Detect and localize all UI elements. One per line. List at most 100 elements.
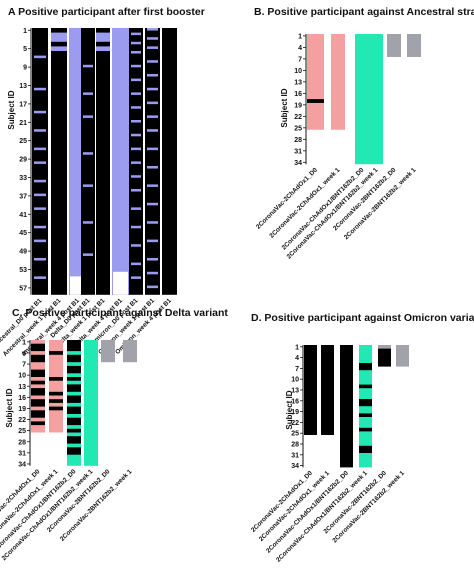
- positive-cell: [131, 175, 141, 178]
- heatmap-column-background: [51, 28, 67, 295]
- negative-cell: [49, 391, 63, 396]
- panel-c: C. Positive participant against Delta va…: [0, 307, 228, 562]
- positive-cell: [34, 239, 46, 243]
- positive-cell: [147, 37, 158, 40]
- panel-b: B. Positive participant against Ancestra…: [254, 6, 474, 261]
- y-tick-label: 28: [294, 137, 302, 144]
- negative-cell: [67, 406, 81, 414]
- positive-cell: [131, 41, 141, 45]
- negative-cell: [31, 388, 45, 396]
- positive-cell: [131, 133, 141, 137]
- y-tick-label: 25: [19, 138, 27, 145]
- positive-cell: [34, 225, 46, 229]
- negative-cell: [31, 421, 45, 426]
- y-tick-label: 29: [19, 157, 27, 164]
- y-tick-label: 49: [19, 249, 27, 256]
- panel-title: D. Positive participant against Omicron …: [251, 312, 474, 324]
- y-tick-label: 21: [19, 120, 27, 127]
- y-tick-label: 37: [19, 193, 27, 200]
- negative-cell: [31, 369, 45, 377]
- y-tick-label: 28: [18, 439, 26, 446]
- y-tick-label: 34: [294, 160, 302, 167]
- positive-cell: [123, 340, 137, 363]
- negative-cell: [359, 384, 372, 389]
- positive-cell: [147, 115, 158, 118]
- y-tick-label: 25: [291, 431, 299, 438]
- negative-cell: [49, 399, 63, 403]
- positive-cell: [131, 225, 141, 229]
- positive-cell: [378, 345, 391, 349]
- y-tick-label: 31: [294, 148, 302, 155]
- y-tick-label: 13: [291, 388, 299, 395]
- negative-cell: [67, 436, 81, 444]
- y-tick-label: 4: [298, 45, 302, 52]
- positive-cell: [355, 34, 369, 165]
- positive-cell: [147, 28, 158, 31]
- positive-cell: [131, 161, 141, 164]
- positive-cell: [131, 189, 141, 192]
- positive-cell: [101, 340, 115, 363]
- positive-cell: [387, 34, 401, 57]
- panel-title: A Positive participant after first boost…: [8, 6, 205, 18]
- y-tick-label: 7: [22, 362, 26, 369]
- positive-cell: [83, 115, 93, 118]
- negative-cell: [359, 445, 372, 453]
- positive-cell: [147, 166, 158, 169]
- positive-cell: [147, 239, 158, 243]
- no-data-cell: [113, 271, 128, 295]
- positive-cell: [147, 129, 158, 132]
- y-tick-label: 16: [18, 395, 26, 402]
- positive-cell: [51, 32, 67, 42]
- panel-a: A Positive participant after first boost…: [0, 6, 205, 358]
- negative-cell: [67, 395, 81, 403]
- positive-cell: [83, 184, 93, 187]
- positive-cell: [34, 276, 46, 279]
- panel-title: B. Positive participant against Ancestra…: [254, 6, 474, 18]
- positive-cell: [131, 207, 141, 210]
- negative-cell: [359, 399, 372, 407]
- negative-cell: [67, 428, 81, 433]
- negative-cell: [359, 363, 372, 371]
- positive-cell: [396, 345, 409, 367]
- negative-cell: [49, 377, 63, 381]
- y-tick-label: 34: [291, 463, 299, 470]
- y-tick-label: 13: [294, 79, 302, 86]
- y-tick-label: 7: [298, 56, 302, 63]
- positive-cell: [131, 92, 141, 95]
- y-tick-label: 4: [295, 355, 299, 362]
- y-tick-label: 10: [294, 68, 302, 75]
- positive-cell: [34, 129, 46, 132]
- heatmap-column-background: [96, 28, 110, 295]
- negative-cell: [49, 406, 63, 411]
- y-tick-label: 9: [23, 65, 27, 72]
- positive-cell: [131, 244, 141, 247]
- x-column-label: 2CoronaVac-2ChAdOx1_D0: [250, 470, 314, 534]
- y-tick-label: 45: [19, 230, 27, 237]
- y-tick-label: 57: [19, 285, 27, 292]
- negative-cell: [67, 377, 81, 381]
- y-tick-label: 34: [18, 461, 26, 468]
- positive-cell: [83, 152, 93, 155]
- y-tick-label: 22: [18, 417, 26, 424]
- positive-cell: [34, 193, 46, 197]
- y-tick-label: 1: [22, 339, 26, 346]
- positive-cell: [34, 258, 46, 261]
- positive-cell: [96, 46, 110, 51]
- positive-cell: [147, 285, 158, 289]
- heatmap-column-background: [162, 28, 177, 295]
- y-tick-label: 10: [291, 377, 299, 384]
- y-tick-label: 16: [291, 398, 299, 405]
- positive-cell: [131, 64, 141, 68]
- negative-cell: [31, 380, 45, 385]
- positive-cell: [34, 207, 46, 210]
- y-tick-label: 17: [19, 101, 27, 108]
- positive-cell: [112, 28, 129, 295]
- positive-cell: [147, 74, 158, 77]
- positive-cell: [83, 92, 93, 95]
- positive-cell: [131, 276, 141, 279]
- negative-cell: [304, 345, 317, 435]
- y-tick-label: 4: [22, 350, 26, 357]
- y-tick-label: 1: [298, 33, 302, 40]
- negative-cell: [67, 447, 81, 455]
- positive-cell: [34, 161, 46, 164]
